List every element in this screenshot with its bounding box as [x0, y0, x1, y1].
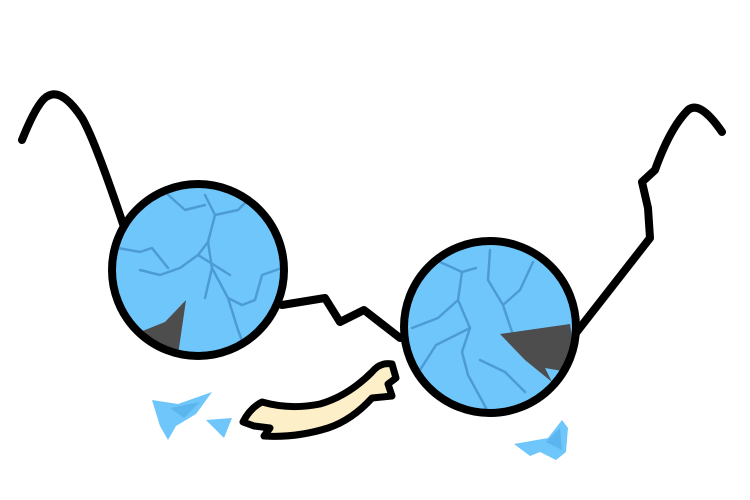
glass-shard [514, 420, 568, 460]
glass-shard [206, 418, 232, 438]
right-lens [400, 237, 580, 417]
glass-shards [152, 392, 568, 460]
right-temple-arm [568, 103, 726, 342]
glass-shard-shade [546, 428, 562, 450]
broken-bridge-fragment [239, 360, 400, 440]
right-lens-hole [500, 324, 574, 382]
left-lens [108, 180, 288, 360]
glass-shard-shade [170, 402, 200, 418]
left-lens-hole [140, 300, 186, 355]
left-temple-arm [18, 90, 129, 234]
broken-bridge [278, 294, 404, 342]
